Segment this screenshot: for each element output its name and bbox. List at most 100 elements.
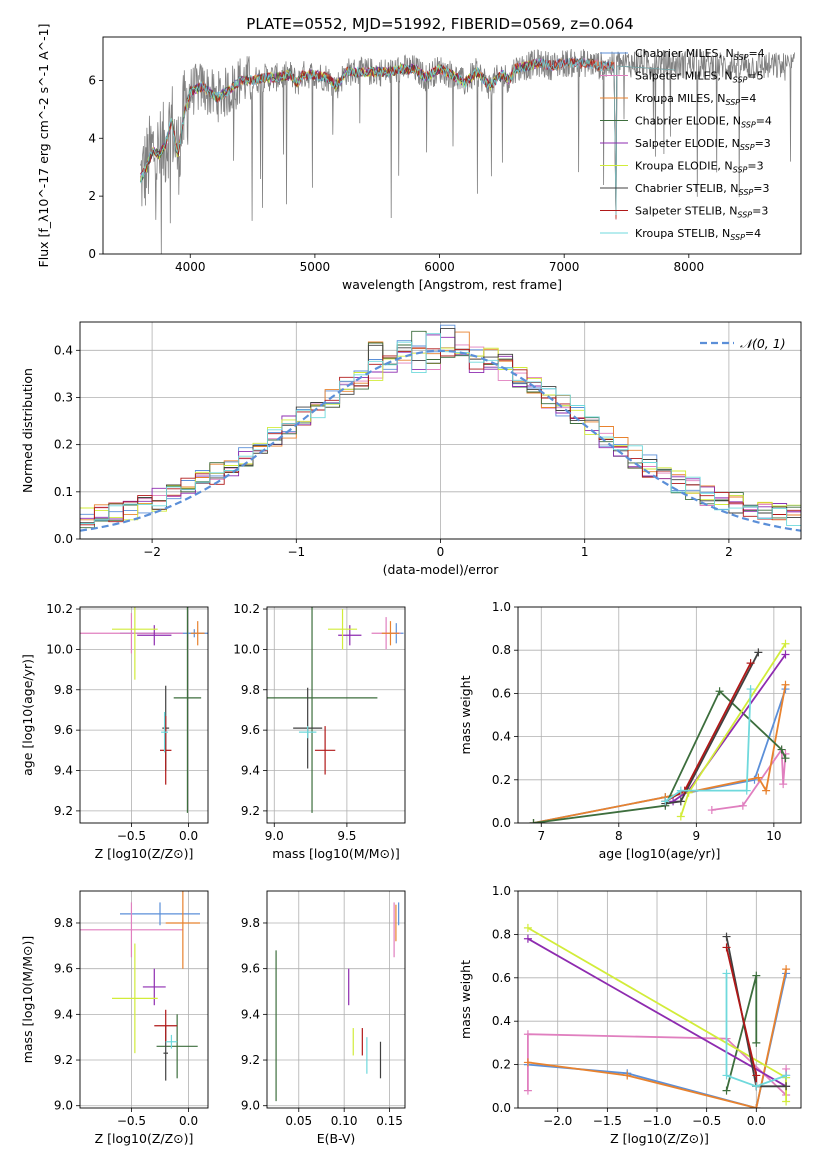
mass-weight-marker [752,1104,761,1108]
y-axis-label: age [log10(age/yr)] [20,654,35,776]
mass-weight-marker [661,797,670,806]
y-tick-label: 9.6 [54,723,73,737]
mass-weight-marker [782,1071,791,1080]
age-vs-z-panel: −0.5 0.0 9.2 9.4 9.6 9.8 10.0 10.2 Z [log10(Z/Z⊙… [20,602,209,861]
x-tick-label: 4000 [175,260,206,274]
mass-weight-marker [722,969,731,978]
mass-weight-marker [707,806,716,815]
axes-frame [517,606,802,824]
spectrum-plot-area [140,48,795,254]
x-tick-label: 7000 [549,260,580,274]
y-tick-label: 4 [88,131,96,145]
y-tick-label: 10.2 [46,602,73,616]
y-tick-label: 10.0 [233,642,260,656]
x-tick-label: 9.0 [265,829,284,843]
y-tick-label: 0.2 [492,1058,511,1072]
mass-weight-marker [746,685,755,694]
x-tick-label: 0.10 [331,1114,358,1128]
residuals-panel: −2 −1 0 1 2 0.0 0.1 0.2 0.3 0.4 (data-model)/error… [20,321,802,577]
mass-weight-marker [781,650,790,659]
y-tick-label: 0.1 [54,485,73,499]
normal-curve [80,349,801,532]
y-tick-label: 9.2 [241,1053,260,1067]
x-tick-label: 5000 [300,260,331,274]
y-tick-label: 1.0 [492,600,511,614]
mass-weight-marker [781,754,790,763]
mass-weight-marker [523,1058,532,1067]
x-tick-label: 0 [437,545,445,559]
mass-weight-line [664,689,752,803]
mass-weight-marker [752,1071,761,1080]
y-tick-label: 9.8 [54,683,73,697]
residual-histogram [80,333,801,526]
axes-frame [266,890,406,1109]
mass-weight-marker [762,786,771,795]
y-tick-label: 1.0 [492,884,511,898]
y-tick-label: 9.8 [241,683,260,697]
y-tick-label: 0.0 [492,816,511,830]
x-tick-label: 2 [725,545,733,559]
y-axis-label: mass weight [458,960,473,1039]
mass-weight-marker [782,965,791,974]
residual-histogram [80,347,801,526]
y-tick-label: 0.6 [492,971,511,985]
x-tick-label: −2 [143,545,161,559]
x-axis-label: (data-model)/error [383,562,500,577]
mass-weight-marker [676,797,685,806]
mass-vs-z-panel: −0.5 0.0 9.0 9.2 9.4 9.6 9.8 Z [log10(Z/Z⊙)] mas… [20,890,209,1146]
legend-entry: Chabrier MILES, NSSP=4 [635,47,765,62]
y-tick-label: 9.0 [241,1099,260,1113]
legend-entry: Kroupa STELIB, NSSP=4 [635,227,761,242]
y-tick-label: 0.0 [54,532,73,546]
y-tick-label: 0.4 [54,343,73,357]
mass-weight-marker [676,812,685,821]
observed-spectrum-line [140,48,795,254]
mass-weight-marker [752,1038,761,1047]
mass-weight-marker [722,943,731,952]
mass-weight-marker [715,687,724,696]
y-tick-label: 10.0 [46,642,73,656]
axes-frame [266,606,406,824]
x-tick-label: 0.15 [376,1114,403,1128]
x-axis-label: age [log10(age/yr)] [599,846,721,861]
y-tick-label: 9.8 [54,916,73,930]
x-axis-label: wavelength [Angstrom, rest frame] [342,277,562,292]
mass-weight-marker [782,1082,791,1091]
x-tick-label: 8000 [674,260,705,274]
x-axis-label: Z [log10(Z/Z⊙)] [95,1131,194,1146]
axes-frame [79,606,209,824]
y-tick-label: 9.2 [241,804,260,818]
x-tick-label: 8 [615,829,623,843]
mass-weight-marker [746,659,755,668]
y-tick-label: 0.4 [492,730,511,744]
mass-weight-marker [523,1086,532,1095]
mass-weight-marker [722,1086,731,1095]
age-vs-z-plot-area [80,607,208,813]
x-tick-label: −0.5 [692,1114,721,1128]
mass-weight-marker [523,923,532,932]
mass-weight-marker [781,639,790,648]
mass-weight-marker [781,680,790,689]
legend-entry: Salpeter STELIB, NSSP=3 [635,205,768,220]
x-tick-label: 0.0 [747,1114,766,1128]
legend-entry: Kroupa ELODIE, NSSP=3 [635,160,764,175]
y-tick-label: 10.2 [233,602,260,616]
mass-weight-marker [523,1030,532,1039]
legend-entry: Salpeter MILES, NSSP=5 [635,70,764,85]
x-tick-label: 0.0 [179,829,198,843]
y-tick-label: 9.6 [241,723,260,737]
mass-weight-marker [742,786,751,795]
y-tick-label: 0.3 [54,390,73,404]
y-tick-label: 9.2 [54,804,73,818]
y-tick-label: 9.2 [54,1053,73,1067]
mass-weight-marker [523,934,532,943]
y-tick-label: 0.6 [492,686,511,700]
y-tick-label: 0 [88,247,96,261]
y-tick-label: 9.0 [54,1099,73,1113]
y-tick-label: 0.8 [492,643,511,657]
mass-weight-marker [752,971,761,980]
x-tick-label: −1 [287,545,305,559]
x-tick-label: −1.5 [593,1114,622,1128]
y-axis-label: mass [log10(M/M⊙)] [20,936,35,1064]
y-tick-label: 0.4 [492,1014,511,1028]
